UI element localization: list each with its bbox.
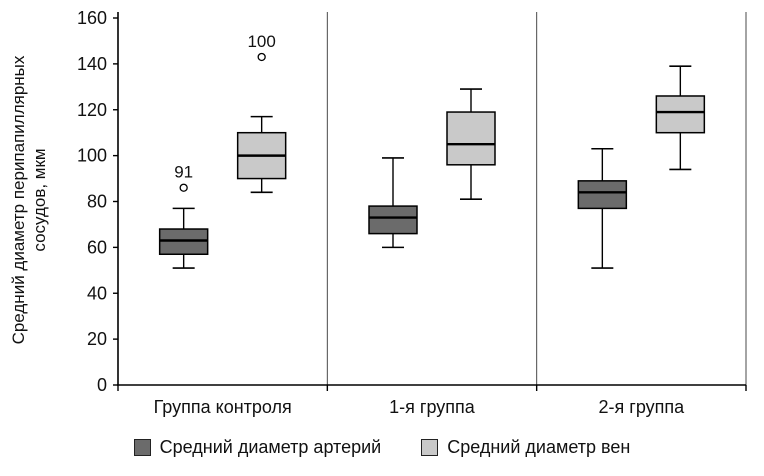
legend-label-arteries: Средний диаметр артерий	[159, 437, 382, 457]
y-tick-label: 120	[77, 100, 107, 120]
outlier-label: 91	[174, 163, 193, 182]
category-label: 2-я группа	[599, 397, 686, 417]
box	[446, 111, 496, 166]
y-tick-label: 60	[87, 237, 107, 257]
legend-label-veins: Средний диаметр вен	[447, 437, 631, 457]
y-tick-label: 20	[87, 329, 107, 349]
y-tick-label: 100	[77, 146, 107, 166]
arteries-swatch-icon	[133, 439, 151, 456]
box	[577, 180, 628, 210]
outlier-point	[179, 183, 188, 192]
legend: Средний диаметр артерий Средний диаметр …	[0, 437, 764, 458]
y-tick-label: 80	[87, 192, 107, 212]
veins-swatch-icon	[421, 439, 439, 456]
category-label: 1-я группа	[389, 397, 476, 417]
legend-item-veins: Средний диаметр вен	[421, 437, 630, 458]
box	[368, 205, 418, 235]
y-tick-label: 0	[97, 375, 107, 395]
outlier-label: 100	[247, 32, 275, 51]
y-tick-label: 40	[87, 283, 107, 303]
outlier-point	[257, 52, 266, 62]
legend-item-arteries: Средний диаметр артерий	[133, 437, 382, 458]
box	[655, 95, 706, 134]
chart-canvas: 0 20 40 60 80 100 120 140 160 Группа контроля 1-я …	[77, 8, 747, 417]
y-tick-label: 140	[77, 54, 107, 74]
category-label: Группа контроля	[154, 397, 292, 417]
y-tick-label: 160	[77, 8, 107, 28]
